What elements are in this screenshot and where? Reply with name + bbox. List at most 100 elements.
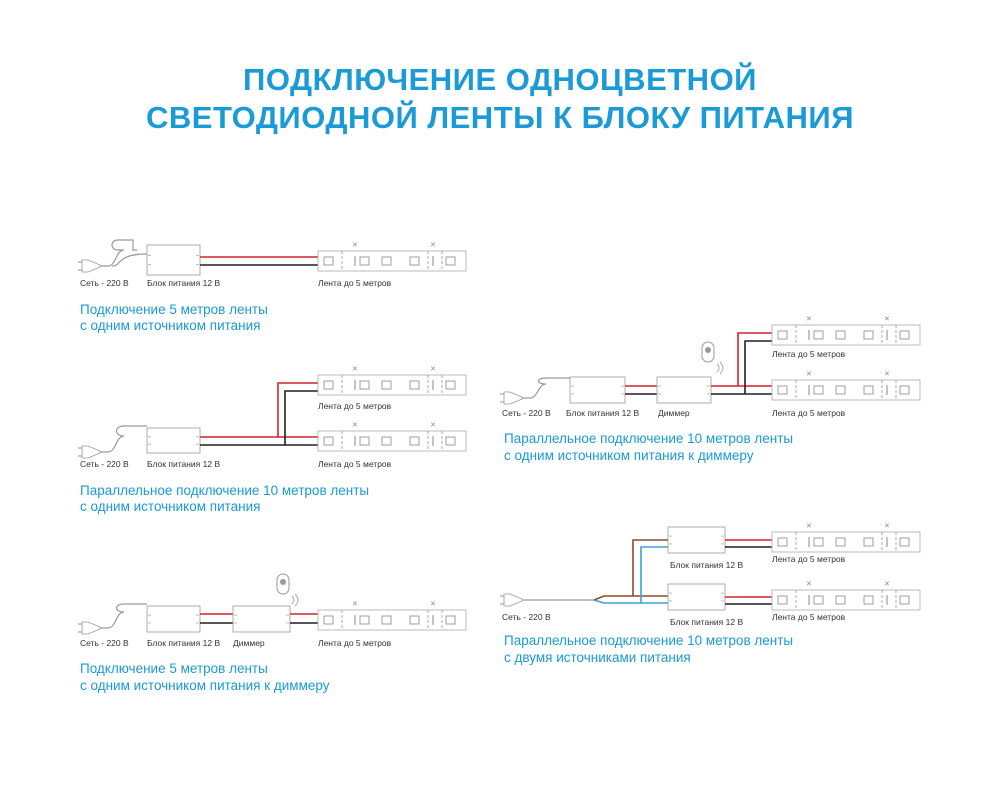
led-chip: [777, 385, 788, 395]
caption-line-2: с одним источником питания: [80, 499, 260, 514]
strip-label: Лента до 5 метров: [772, 612, 846, 622]
led-chip: [863, 330, 874, 340]
plug-body: [81, 445, 101, 459]
strip-outline: [317, 374, 467, 396]
led-strip: ✕ ✕: [771, 371, 921, 401]
mains-label: Сеть - 220 В: [502, 408, 551, 418]
led-strip: ✕ ✕: [771, 523, 921, 553]
caption-line-1: Параллельное подключение 10 метров ленты: [504, 633, 793, 648]
caption-line-2: с одним источником питания к диммеру: [80, 678, 330, 693]
dimmer-box: [232, 605, 291, 633]
led-chip: [863, 595, 874, 605]
power-supply-box: [667, 583, 726, 611]
psu-label: Блок питания 12 В: [670, 617, 743, 627]
plug-icon: [500, 377, 570, 405]
plug-body: [81, 259, 101, 273]
led-chip: [813, 595, 824, 605]
led-chip: [899, 385, 910, 395]
led-chip: [445, 380, 456, 390]
led-chip: [359, 615, 370, 625]
led-chip: [359, 436, 370, 446]
strip-label: Лента до 5 метров: [772, 408, 846, 418]
remote-control-icon: [276, 573, 299, 607]
plug-pins: [78, 261, 82, 271]
power-supply-box: [146, 427, 201, 454]
strip-outline: [771, 324, 921, 346]
power-cable: [100, 239, 148, 267]
plug-body: [81, 621, 101, 635]
plug-icon: [78, 239, 148, 273]
led-chip: [899, 537, 910, 547]
caption-line-1: Параллельное подключение 10 метров ленты: [80, 483, 369, 498]
strip-label: Лента до 5 метров: [772, 554, 846, 564]
led-chip: [323, 256, 334, 266]
plug-pins: [78, 623, 82, 633]
psu-label: Блок питания 12 В: [670, 560, 743, 570]
dimmer-box-body: [656, 376, 712, 404]
psu-label: Блок питания 12 В: [566, 408, 639, 418]
psu-label: Блок питания 12 В: [147, 459, 220, 469]
led-chip: [813, 330, 824, 340]
cut-mark-icon: ✕: [884, 581, 890, 588]
power-supply-box-body: [667, 526, 726, 554]
strip-label: Лента до 5 метров: [318, 459, 392, 469]
led-chip: [323, 380, 334, 390]
led-chip: [359, 256, 370, 266]
caption-line-2: с одним источником питания: [80, 318, 260, 333]
strip-outline: [771, 379, 921, 401]
strip-label: Лента до 5 метров: [318, 278, 392, 288]
power-cable: [522, 377, 570, 399]
wire: [737, 332, 772, 386]
led-chip: [777, 595, 788, 605]
caption-line-1: Подключение 5 метров ленты: [80, 302, 268, 317]
power-supply-box-body: [146, 605, 201, 633]
cut-mark-icon: ✕: [430, 601, 436, 608]
cut-mark-icon: ✕: [430, 242, 436, 249]
power-supply-box: [667, 526, 726, 554]
led-chip: [835, 537, 846, 547]
cut-mark-icon: ✕: [430, 422, 436, 429]
cut-mark-icon: ✕: [806, 316, 812, 323]
cut-mark-icon: ✕: [806, 371, 812, 378]
led-strip: ✕ ✕: [771, 581, 921, 611]
title-line-2: СВЕТОДИОДНОЙ ЛЕНТЫ К БЛОКУ ПИТАНИЯ: [146, 100, 854, 135]
led-chip: [835, 385, 846, 395]
strip-outline: [317, 250, 467, 272]
cut-mark-icon: ✕: [884, 523, 890, 530]
dimmer-box-body: [232, 605, 291, 633]
power-supply-box: [146, 244, 201, 276]
remote-button: [705, 347, 711, 353]
led-chip: [863, 537, 874, 547]
led-chip: [777, 537, 788, 547]
cut-mark-icon: ✕: [806, 523, 812, 530]
plug-pins: [78, 447, 82, 457]
dimmer-label: Диммер: [233, 638, 265, 648]
led-chip: [445, 615, 456, 625]
plug-icon: [78, 425, 147, 459]
psu-label: Блок питания 12 В: [147, 638, 220, 648]
led-chip: [899, 595, 910, 605]
wire: [593, 599, 668, 604]
cut-mark-icon: ✕: [884, 371, 890, 378]
led-chip: [381, 256, 392, 266]
mains-label: Сеть - 220 В: [80, 459, 129, 469]
led-chip: [409, 615, 420, 625]
power-supply-box: [146, 605, 201, 633]
led-chip: [381, 380, 392, 390]
remote-button: [280, 579, 286, 585]
led-chip: [381, 615, 392, 625]
cut-mark-icon: ✕: [352, 366, 358, 373]
led-chip: [813, 537, 824, 547]
led-chip: [359, 380, 370, 390]
plug-body: [503, 593, 523, 607]
led-chip: [863, 385, 874, 395]
led-chip: [835, 595, 846, 605]
signal-waves: [716, 361, 724, 375]
wire: [744, 340, 772, 394]
psu-label: Блок питания 12 В: [147, 278, 220, 288]
wire: [632, 539, 668, 596]
power-supply-box-body: [146, 244, 201, 276]
caption-line-2: с одним источником питания к диммеру: [504, 448, 754, 463]
plug-pins: [500, 393, 504, 403]
title-line-1: ПОДКЛЮЧЕНИЕ ОДНОЦВЕТНОЙ: [243, 62, 757, 97]
